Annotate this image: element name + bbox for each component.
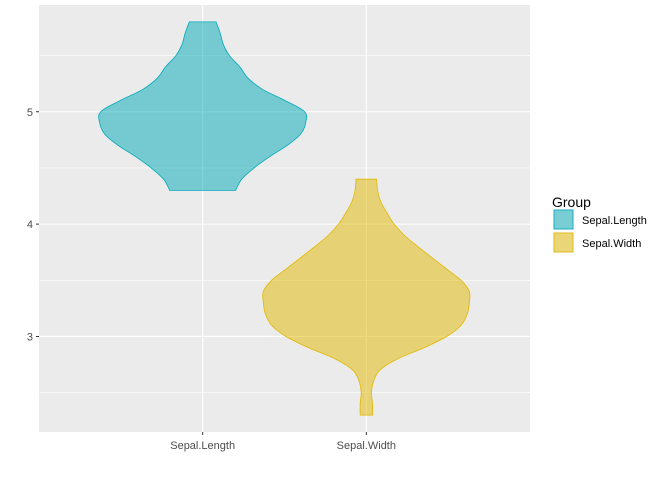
legend-label: Sepal.Length bbox=[582, 215, 647, 227]
violin-sepal-length bbox=[98, 21, 308, 191]
legend-swatch bbox=[553, 209, 574, 230]
y-axis: 3 4 5 bbox=[27, 107, 39, 343]
legend-title: Group bbox=[552, 194, 591, 210]
violin-layer bbox=[98, 21, 471, 416]
legend-swatch bbox=[553, 232, 574, 253]
legend: Group Sepal.Length Sepal.Width bbox=[552, 194, 647, 253]
x-tick-label: Sepal.Width bbox=[337, 440, 396, 452]
x-axis: Sepal.Length Sepal.Width bbox=[170, 432, 396, 452]
plot-panel bbox=[39, 5, 530, 432]
violin-sepal-width bbox=[262, 178, 471, 416]
x-tick-label: Sepal.Length bbox=[170, 440, 235, 452]
y-tick-label: 5 bbox=[27, 107, 33, 119]
y-tick-label: 3 bbox=[27, 331, 33, 343]
legend-label: Sepal.Width bbox=[582, 238, 641, 250]
y-tick-label: 4 bbox=[27, 219, 33, 231]
